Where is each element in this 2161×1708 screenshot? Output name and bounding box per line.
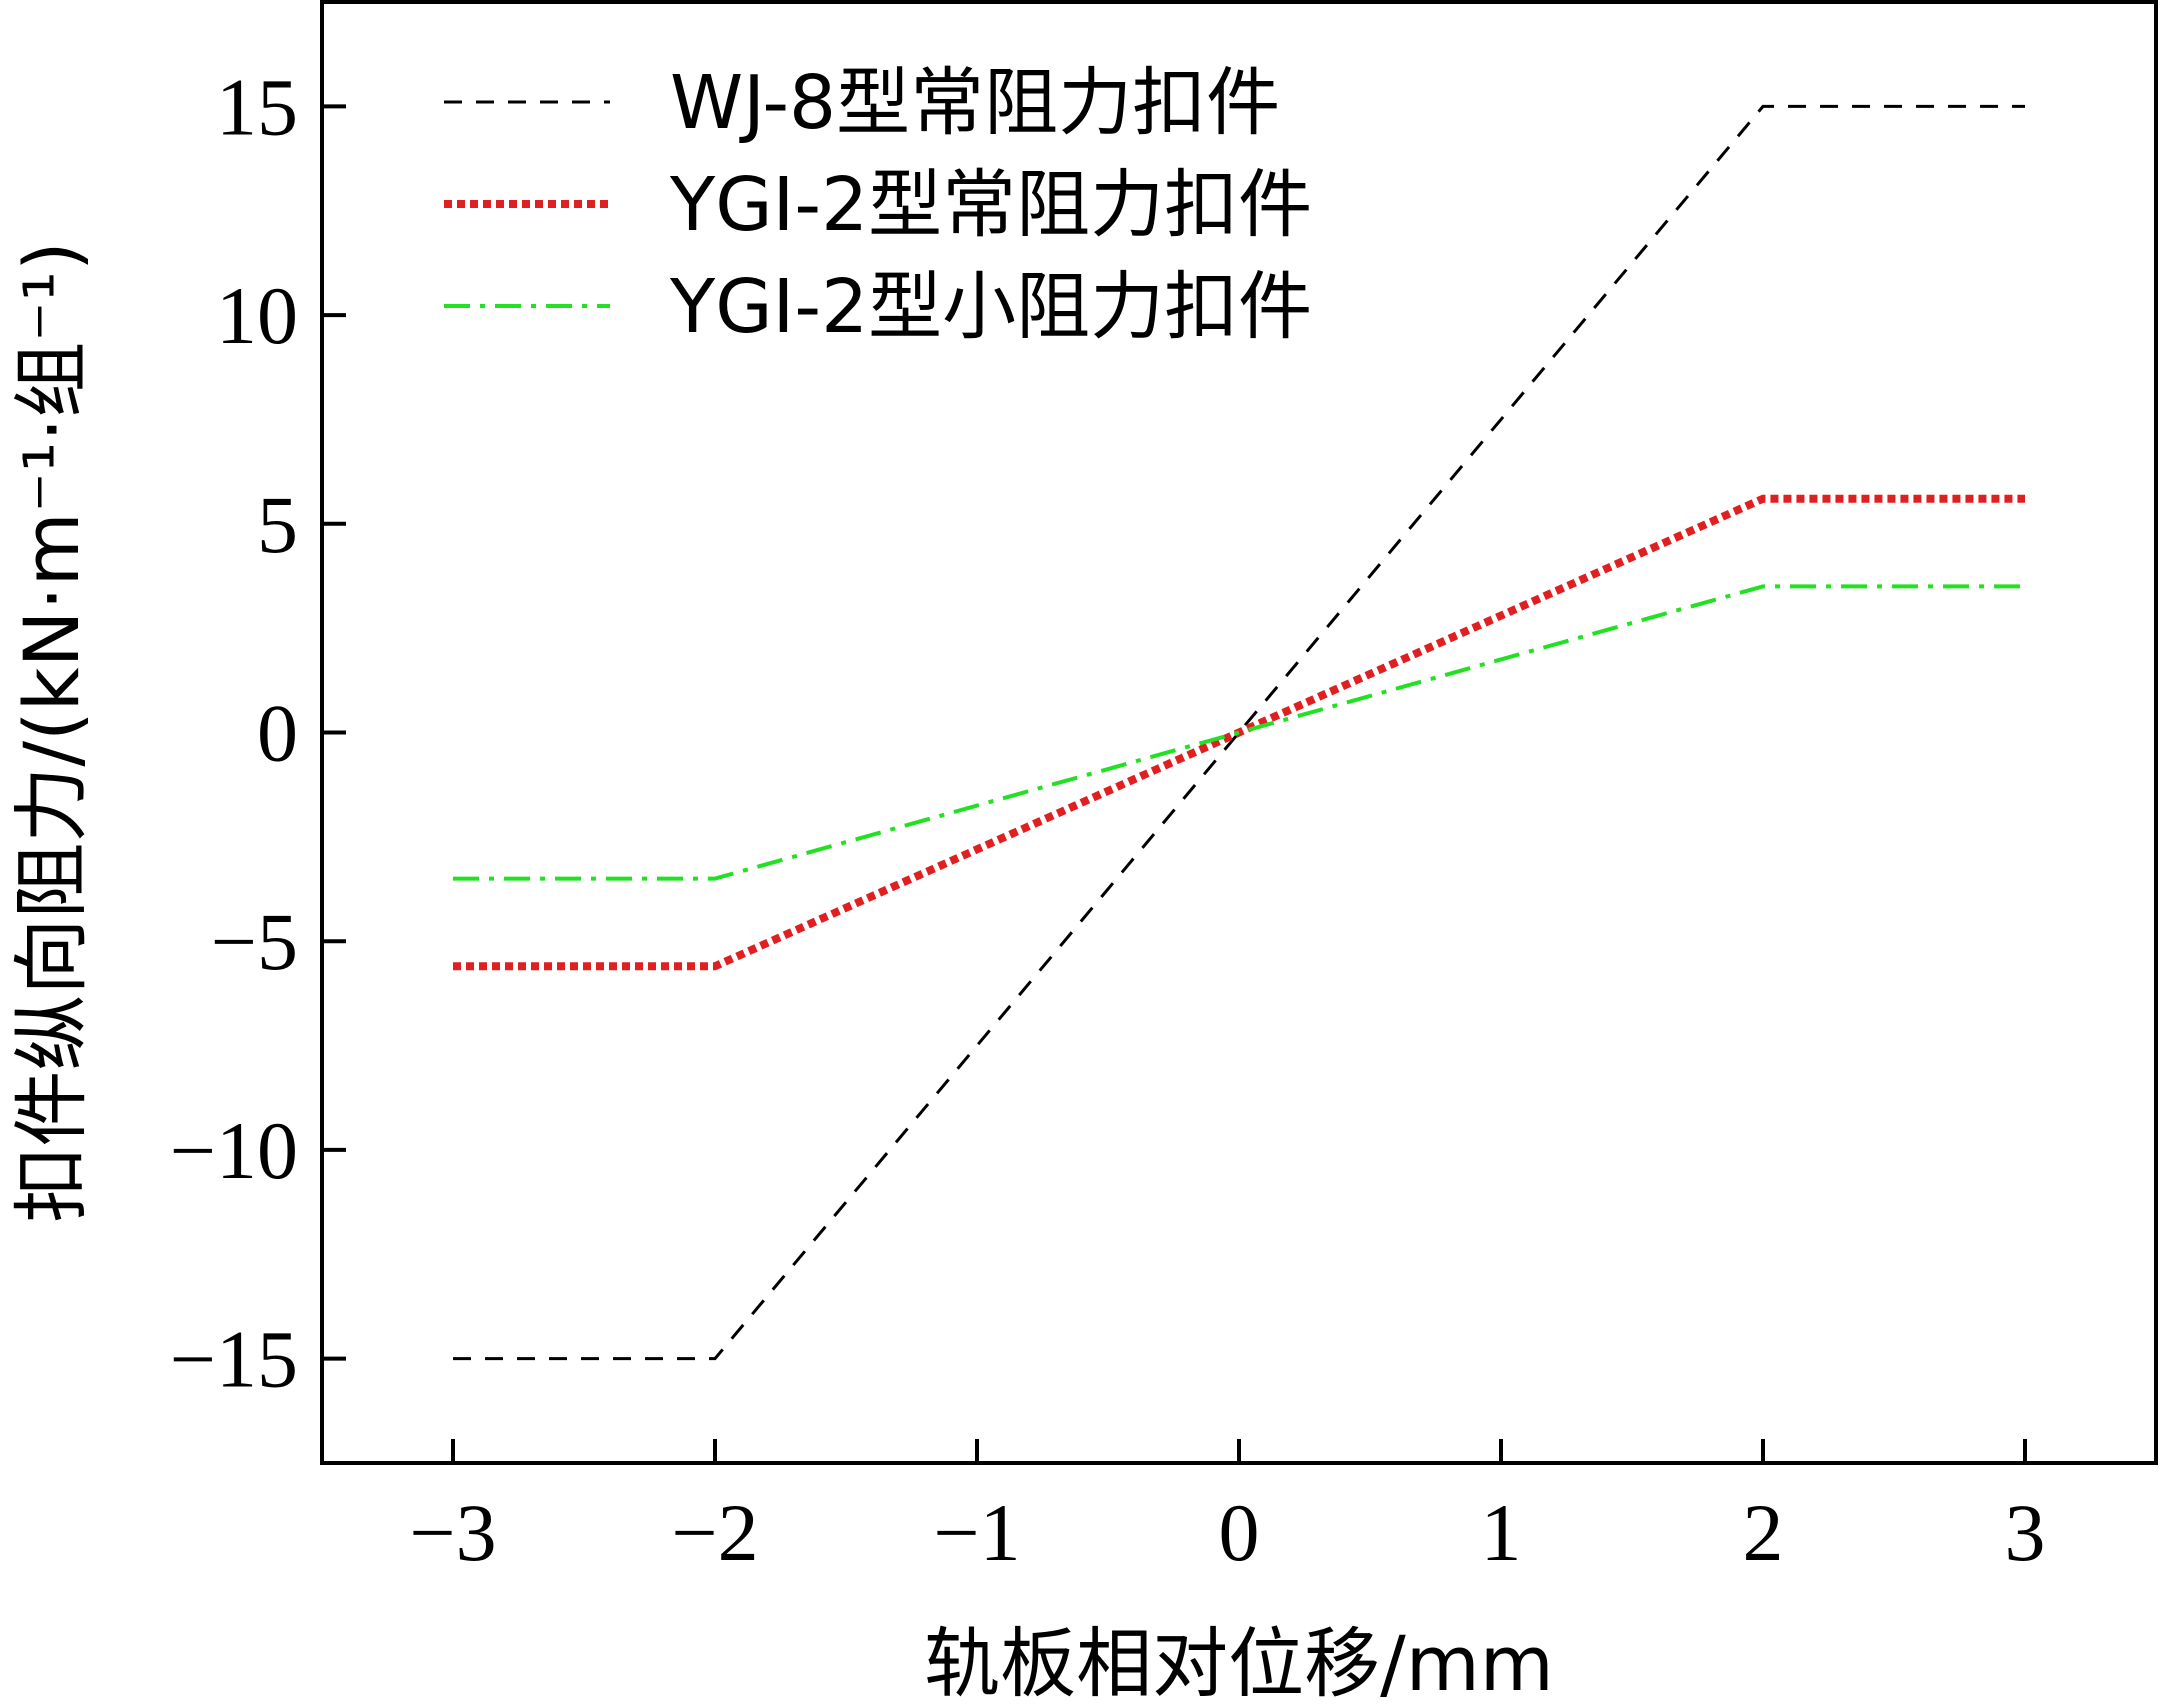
legend: WJ-8型常阻力扣件 YGI-2型常阻力扣件 YGI-2型小阻力扣件 (444, 60, 1312, 350)
x-tick-label: 2 (1743, 1487, 1784, 1578)
x-tick-label: 3 (2005, 1487, 2046, 1578)
x-tick-label: −3 (409, 1487, 496, 1578)
x-tick-label: −2 (671, 1487, 758, 1578)
y-axis-ticks: −15 −10 −5 0 5 10 15 (170, 61, 346, 1405)
x-tick-label: −1 (933, 1487, 1020, 1578)
x-tick-label: 0 (1219, 1487, 1260, 1578)
legend-label-3: YGI-2型小阻力扣件 (669, 264, 1312, 350)
y-tick-label: 10 (216, 270, 298, 361)
x-axis-ticks: −3 −2 −1 0 1 2 3 (409, 1439, 2046, 1578)
legend-label-1: WJ-8型常阻力扣件 (670, 60, 1280, 146)
y-tick-label: 0 (257, 688, 298, 779)
x-axis-title: 轨板相对位移/mm (924, 1619, 1554, 1708)
series-line-1 (453, 104, 2025, 1361)
y-tick-label: −15 (170, 1314, 298, 1405)
legend-label-2: YGI-2型常阻力扣件 (669, 162, 1312, 248)
series-layer (453, 104, 2025, 1361)
y-tick-label: 15 (216, 61, 298, 152)
x-tick-label: 1 (1481, 1487, 1522, 1578)
y-tick-label: 5 (257, 479, 298, 570)
y-axis-title: 扣件纵向阻力/(kN·m⁻¹·组⁻¹) (7, 241, 96, 1222)
series-line-3 (453, 584, 2025, 881)
y-tick-label: −5 (211, 896, 298, 987)
y-tick-label: −10 (170, 1105, 298, 1196)
